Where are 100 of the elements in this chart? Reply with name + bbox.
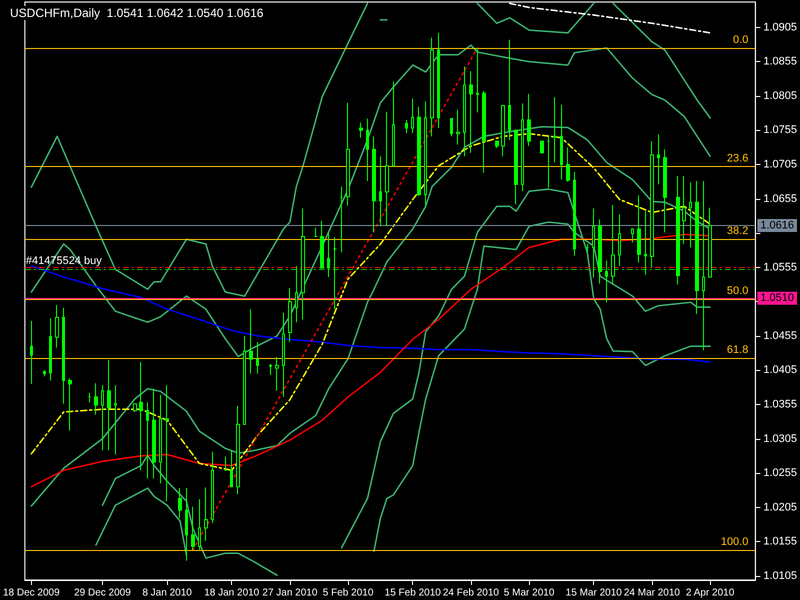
candlestick (62, 307, 65, 404)
candlestick (463, 66, 466, 157)
candlestick (346, 102, 350, 206)
candlestick (269, 364, 272, 376)
candlestick (230, 450, 233, 488)
y-tick-label: 1.0855 (763, 56, 798, 68)
candlestick (482, 90, 486, 174)
candlestick (211, 451, 214, 524)
candlestick (385, 111, 389, 227)
line-series (340, 188, 711, 549)
candlestick (540, 140, 544, 154)
candlestick (553, 96, 557, 163)
candlestick (301, 208, 305, 320)
annotation: 61.8 (726, 344, 748, 356)
chart-title: USDCHFm,Daily 1.0541 1.0642 1.0540 1.0616 (10, 6, 264, 20)
line-series (102, 454, 278, 576)
candlestick (663, 148, 667, 233)
x-tick-label: 8 Jan 2010 (142, 588, 192, 598)
x-tick-label: 18 Jan 2010 (204, 588, 260, 598)
candlestick (333, 236, 337, 310)
candlestick (411, 98, 414, 134)
line-series (95, 487, 188, 556)
y-tick-label: 1.0905 (763, 21, 798, 34)
candlestick (101, 384, 104, 451)
candlestick (314, 227, 318, 238)
candlestick (495, 140, 499, 149)
candlestick (392, 81, 395, 166)
y-tick-label: 1.0705 (763, 158, 798, 170)
candlestick (424, 100, 427, 206)
candlestick (657, 134, 660, 185)
candlestick (598, 218, 602, 284)
x-tick-label: 24 Mar 2010 (624, 588, 680, 598)
line-series (30, 265, 711, 363)
y-tick-label: 1.0755 (763, 124, 798, 136)
candlestick (256, 342, 259, 374)
candlestick (68, 378, 72, 432)
candlestick (676, 176, 680, 285)
candlestick (152, 388, 156, 480)
annotation: 50.0 (726, 284, 748, 297)
candlestick (295, 265, 298, 323)
candlestick (437, 32, 440, 129)
candlestick (695, 180, 699, 314)
candlestick (611, 204, 615, 284)
candlestick (114, 384, 117, 456)
candlestick (527, 93, 531, 146)
candlestick (605, 260, 608, 303)
candlestick (107, 359, 111, 451)
candlestick (185, 488, 188, 562)
y-tick-label: 1.0205 (763, 501, 798, 514)
candlestick (94, 382, 98, 416)
candlestick (405, 119, 408, 134)
candlestick (178, 488, 182, 519)
candlestick (547, 136, 550, 188)
y-tick-label: 1.0105 (763, 570, 798, 582)
candlestick (469, 70, 473, 154)
y-tick-label: 1.0555 (763, 261, 798, 274)
y-tick-label: 1.0455 (763, 330, 798, 342)
candlestick (501, 104, 505, 157)
candlestick (592, 208, 595, 278)
candlestick (514, 129, 518, 205)
x-tick-label: 2 Apr 2010 (686, 588, 735, 598)
candlestick (682, 176, 686, 245)
y-tick-label: 1.0405 (763, 364, 798, 376)
candlestick (198, 498, 201, 550)
x-tick-label: 18 Dec 2009 (2, 588, 60, 598)
annotation: 0.0 (733, 34, 748, 46)
candlestick (340, 186, 343, 253)
candlestick (650, 140, 654, 268)
y-tick-label: 1.0655 (763, 192, 798, 205)
candlestick (508, 39, 511, 140)
candlestick (366, 118, 369, 182)
candlestick (30, 320, 33, 384)
candlestick (631, 228, 634, 244)
x-tick-label: 5 Mar 2010 (504, 588, 555, 598)
candlestick (450, 118, 453, 137)
x-tick-label: 15 Mar 2010 (566, 588, 622, 598)
candlestick (379, 156, 382, 227)
candlestick (327, 232, 330, 278)
candlestick (288, 287, 292, 343)
candlestick (191, 506, 195, 550)
candlestick (476, 47, 479, 113)
candlestick (133, 403, 137, 413)
candlestick (708, 207, 712, 278)
y-tick-label: 1.0805 (763, 90, 798, 102)
candlestick (249, 308, 253, 374)
candlestick (146, 402, 149, 480)
candlestick (88, 392, 91, 403)
annotation: 100.0 (720, 536, 748, 548)
candlestick (282, 312, 285, 398)
candlestick (55, 304, 59, 348)
candlestick (275, 356, 279, 392)
y-tick-label: 1.0355 (763, 398, 798, 410)
candlestick (159, 394, 162, 484)
candlestick (618, 214, 621, 266)
y-tick-label: 1.0255 (763, 467, 798, 480)
candlestick (430, 37, 434, 137)
candlestick (689, 182, 692, 248)
candlestick (560, 104, 563, 180)
y-tick-label: 1.0305 (763, 432, 798, 445)
candlestick (165, 384, 169, 502)
